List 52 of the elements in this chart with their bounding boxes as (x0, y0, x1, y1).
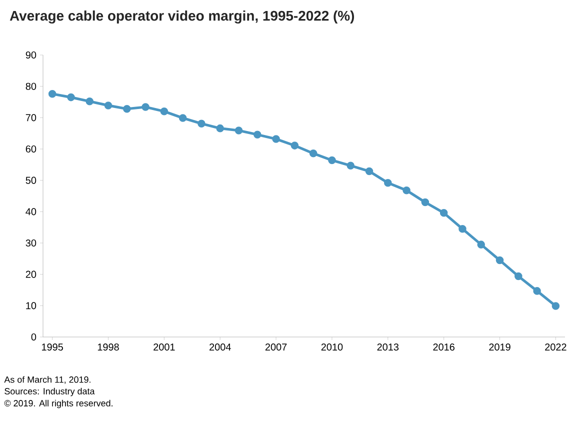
point (160, 108, 168, 116)
point (290, 142, 299, 150)
x-tick-label: 2013 (377, 344, 399, 351)
point (142, 103, 150, 111)
point (67, 93, 75, 102)
point (552, 302, 560, 310)
point (198, 120, 206, 128)
point (86, 97, 94, 106)
y-tick-label: 0 (31, 333, 36, 341)
point (440, 209, 448, 217)
point (477, 240, 485, 248)
point (309, 150, 318, 158)
x-tick-label: 2010 (321, 344, 343, 351)
y-tick-label: 10 (26, 302, 36, 310)
point (234, 126, 243, 134)
point (123, 105, 131, 113)
point (48, 90, 56, 98)
text: © 2019. All rights reserved. (4, 400, 112, 408)
x-tick-label: 2016 (433, 344, 454, 351)
x-tick-label: 1998 (98, 344, 119, 351)
point (384, 178, 392, 187)
x-tick-label: 2022 (545, 344, 566, 351)
y-tick-label: 90 (26, 51, 36, 59)
x-tick-label: 2007 (265, 344, 287, 351)
point (458, 225, 466, 233)
point (254, 130, 262, 138)
y-tick-label: 20 (26, 270, 36, 278)
point (272, 135, 280, 143)
y-tick-label: 50 (26, 176, 36, 184)
y-tick-label: 70 (26, 114, 36, 122)
point (421, 198, 430, 206)
y-tick-label: 80 (26, 82, 36, 90)
source-note: Sources: Industry data (4, 388, 95, 396)
point (533, 287, 541, 295)
point (402, 186, 410, 194)
point (346, 162, 354, 170)
x-tick-label: 2019 (489, 344, 510, 351)
x-tick-label: 1995 (42, 344, 63, 351)
point (216, 124, 224, 132)
point (514, 272, 522, 280)
chart-title: Average cable operator video margin, 1995-2022 (%) (10, 10, 354, 24)
point (178, 114, 187, 122)
point (328, 156, 336, 164)
y-tick-label: 60 (26, 145, 36, 153)
point (104, 102, 112, 110)
y-tick-label: 30 (26, 239, 36, 247)
text: As of March 11, 2019. (4, 376, 90, 384)
point (365, 167, 374, 176)
point (496, 256, 504, 264)
x-tick-label: 2001 (154, 344, 175, 351)
x-tick-label: 2004 (210, 344, 231, 351)
y-tick-label: 40 (26, 208, 36, 216)
